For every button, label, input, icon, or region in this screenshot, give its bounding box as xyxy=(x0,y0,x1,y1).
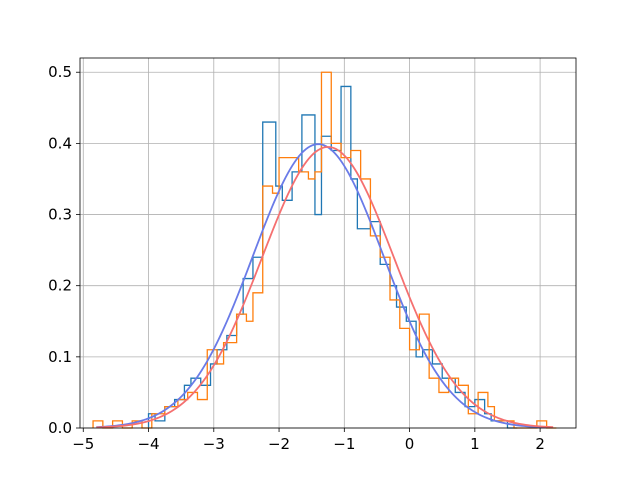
plot-series xyxy=(92,71,557,429)
histogram-step-series-2 xyxy=(92,71,557,429)
y-tick-label: 0.4 xyxy=(48,134,72,152)
normal-fit-curve-2 xyxy=(96,146,554,429)
x-tick-label: 0 xyxy=(405,435,415,453)
y-tick-label: 0.3 xyxy=(48,206,72,224)
x-tick-label: 2 xyxy=(535,435,545,453)
normal-fit-curve-1 xyxy=(96,143,547,429)
y-tick-label: 0.2 xyxy=(48,277,72,295)
x-tick-label: −1 xyxy=(333,435,355,453)
y-tick-label: 0.5 xyxy=(48,63,72,81)
axes-frame xyxy=(79,57,577,429)
x-tick-label: −3 xyxy=(203,435,225,453)
x-tick-label: 1 xyxy=(470,435,480,453)
x-tick-label: −5 xyxy=(72,435,94,453)
x-axis: −5 −4 −3 −2 −1 0 1 2 xyxy=(72,428,545,453)
x-tick-label: −4 xyxy=(137,435,159,453)
y-axis: 0.0 0.1 0.2 0.3 0.4 0.5 xyxy=(48,63,80,437)
y-tick-label: 0.0 xyxy=(48,419,72,437)
x-tick-label: −2 xyxy=(268,435,290,453)
y-tick-label: 0.1 xyxy=(48,348,72,366)
